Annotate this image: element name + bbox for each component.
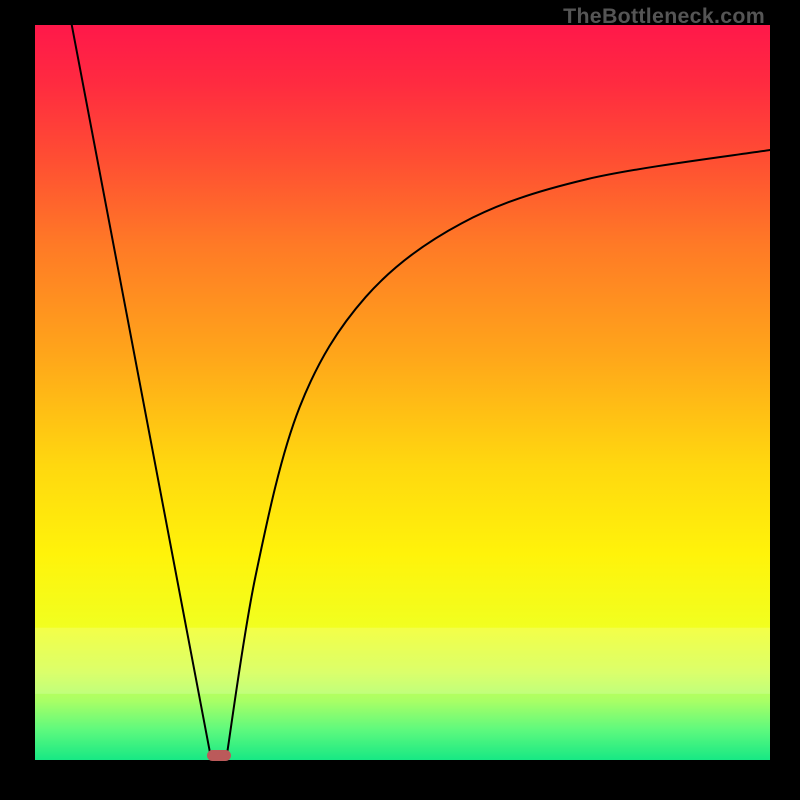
bottleneck-curve	[35, 25, 770, 760]
plot-area	[35, 25, 770, 760]
figure-root: TheBottleneck.com	[0, 0, 800, 800]
optimal-marker	[207, 750, 231, 760]
watermark-label: TheBottleneck.com	[563, 4, 765, 29]
